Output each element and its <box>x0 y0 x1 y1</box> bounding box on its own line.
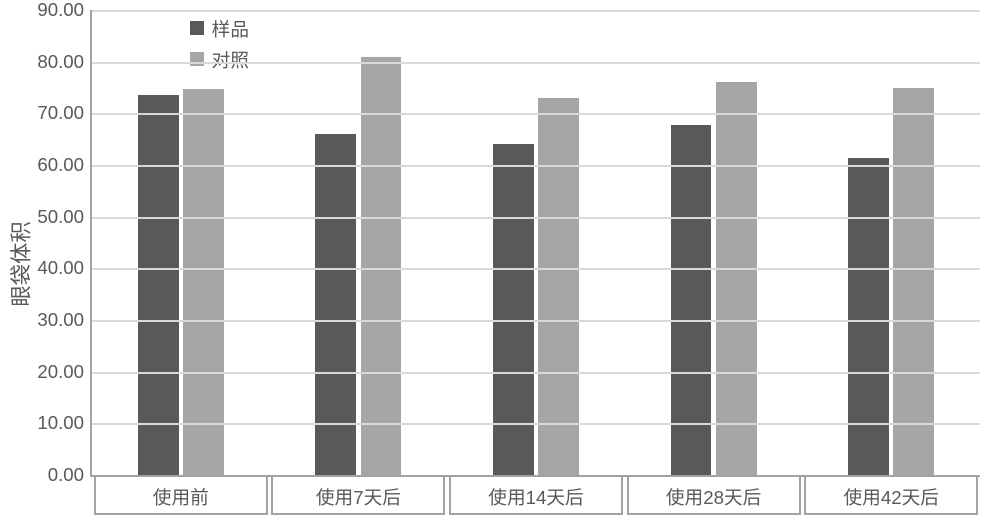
legend-label: 样品 <box>212 15 249 42</box>
legend-swatch <box>190 52 204 66</box>
bar <box>138 95 179 475</box>
bar <box>183 89 224 475</box>
bar <box>716 82 757 475</box>
category-label: 使用7天后 <box>271 483 445 510</box>
y-tick-label: 80.00 <box>37 51 92 73</box>
legend-swatch <box>190 21 204 35</box>
gridline <box>92 62 980 64</box>
y-tick-label: 40.00 <box>37 257 92 279</box>
y-tick-label: 50.00 <box>37 206 92 228</box>
y-tick-label: 20.00 <box>37 361 92 383</box>
category-label: 使用前 <box>94 483 268 510</box>
gridline <box>92 217 980 219</box>
y-tick-label: 10.00 <box>37 412 92 434</box>
y-tick-label: 0.00 <box>48 464 92 486</box>
category-box: 使用前 <box>94 475 268 515</box>
bars-layer <box>92 10 980 475</box>
gridline <box>92 10 980 12</box>
category-box: 使用42天后 <box>804 475 978 515</box>
y-tick-label: 90.00 <box>37 0 92 21</box>
gridline <box>92 423 980 425</box>
category-label: 使用42天后 <box>804 483 978 510</box>
gridline <box>92 113 980 115</box>
bar <box>361 57 402 476</box>
gridline <box>92 165 980 167</box>
category-label: 使用28天后 <box>627 483 801 510</box>
gridline <box>92 268 980 270</box>
bar <box>493 144 534 475</box>
gridline <box>92 320 980 322</box>
legend-row: 对照 <box>190 46 249 73</box>
bar <box>893 88 934 476</box>
gridline <box>92 372 980 374</box>
category-box: 使用7天后 <box>271 475 445 515</box>
chart-container: 眼袋体积 样品对照 0.00 10.00 20.00 30.00 40.00 50.00 6… <box>0 0 1000 527</box>
bar <box>538 98 579 475</box>
legend-row: 样品 <box>190 15 249 42</box>
legend: 样品对照 <box>190 15 249 73</box>
y-axis-label: 眼袋体积 <box>5 221 36 306</box>
bar <box>848 158 889 475</box>
category-box: 使用28天后 <box>627 475 801 515</box>
y-tick-label: 30.00 <box>37 309 92 331</box>
category-label: 使用14天后 <box>449 483 623 510</box>
legend-label: 对照 <box>212 46 249 73</box>
plot-area: 样品对照 0.0010.0020.0030.0040.0050.0060.007… <box>90 10 980 477</box>
category-box: 使用14天后 <box>449 475 623 515</box>
y-tick-label: 60.00 <box>37 154 92 176</box>
y-tick-label: 70.00 <box>37 102 92 124</box>
